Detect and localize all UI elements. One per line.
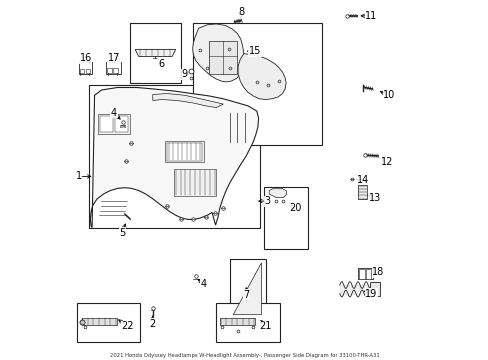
Text: 16: 16 (80, 53, 92, 63)
Text: 2: 2 (149, 319, 156, 329)
Text: 9: 9 (181, 69, 187, 79)
Bar (166, 143, 202, 161)
Text: 18: 18 (372, 267, 384, 277)
Text: 20: 20 (289, 203, 301, 213)
Text: 4: 4 (111, 108, 117, 118)
Text: 4: 4 (201, 279, 206, 289)
Text: 21: 21 (259, 321, 271, 331)
Text: 17: 17 (107, 53, 120, 63)
Text: 13: 13 (368, 193, 380, 203)
Bar (98, 114, 130, 134)
Text: 11: 11 (365, 11, 377, 21)
Polygon shape (152, 94, 223, 108)
Polygon shape (233, 263, 261, 315)
Text: 7: 7 (243, 289, 249, 300)
Bar (216, 303, 279, 342)
Text: 12: 12 (381, 157, 393, 167)
Bar (130, 23, 181, 83)
Bar (81, 318, 117, 325)
Bar (366, 269, 370, 279)
Bar (106, 62, 121, 74)
Text: 8: 8 (238, 7, 244, 17)
Text: 19: 19 (365, 288, 377, 298)
Text: 5: 5 (120, 228, 125, 238)
Bar (79, 62, 92, 74)
Bar (85, 69, 90, 73)
Bar (193, 23, 322, 145)
Text: 10: 10 (382, 90, 394, 100)
Text: 15: 15 (248, 46, 261, 56)
Polygon shape (269, 189, 286, 198)
Text: 6: 6 (158, 59, 164, 68)
Polygon shape (135, 49, 175, 57)
Bar (264, 187, 307, 249)
Text: 2021 Honda Odyssey Headlamps W-Headlight Assembly-, Passenger Side Diagram for 3: 2021 Honda Odyssey Headlamps W-Headlight… (109, 353, 379, 358)
Bar (77, 303, 140, 342)
Polygon shape (238, 54, 285, 99)
Bar (80, 69, 84, 73)
Bar (219, 318, 255, 325)
Text: 3: 3 (264, 196, 270, 206)
Bar (174, 169, 216, 196)
Bar (209, 41, 237, 74)
Bar (89, 85, 260, 228)
Polygon shape (90, 87, 258, 228)
Bar (114, 116, 128, 132)
Bar (358, 269, 365, 279)
Bar (357, 268, 372, 279)
Bar (230, 259, 265, 318)
Polygon shape (192, 24, 244, 82)
Text: 1: 1 (76, 171, 81, 181)
Text: 22: 22 (121, 321, 133, 331)
Bar (113, 68, 118, 73)
Bar (100, 116, 113, 132)
Text: 14: 14 (356, 175, 368, 185)
Bar (357, 185, 366, 199)
Bar (369, 282, 380, 296)
Bar (107, 68, 112, 73)
Bar (165, 141, 203, 162)
